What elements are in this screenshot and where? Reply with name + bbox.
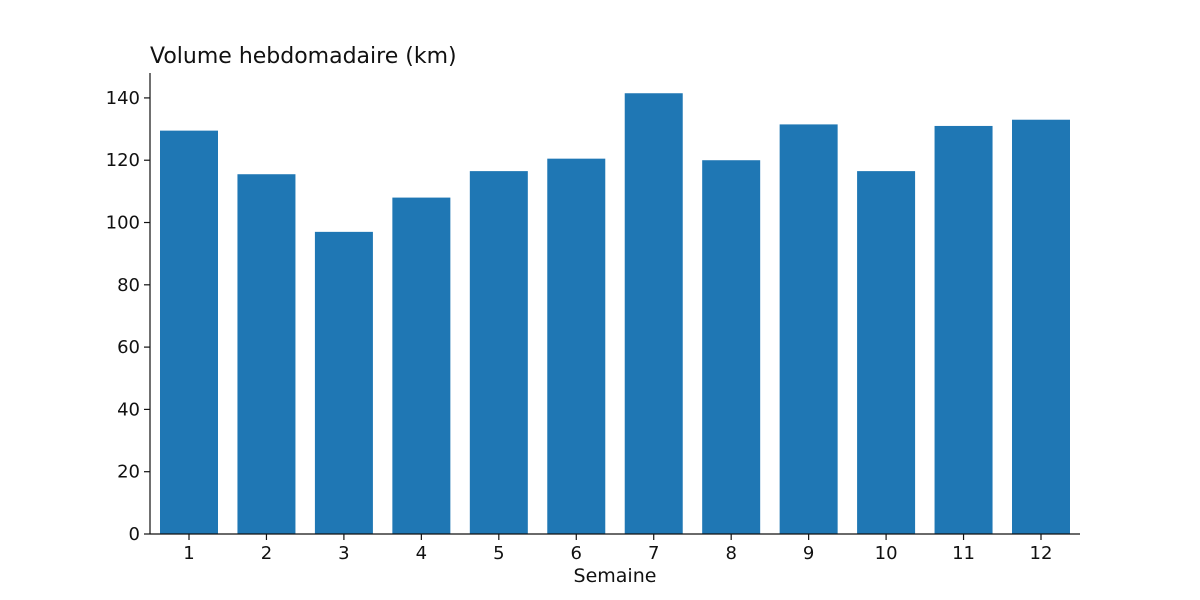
bar-week-4	[392, 197, 451, 534]
x-tick-label: 6	[571, 543, 582, 564]
x-tick-label: 12	[1030, 543, 1053, 564]
x-tick-label: 7	[648, 543, 659, 564]
y-tick-label: 20	[117, 462, 140, 483]
y-tick-label: 100	[106, 213, 140, 234]
x-tick-label: 8	[725, 543, 736, 564]
bar-week-9	[779, 124, 838, 535]
bar-week-12	[1012, 119, 1070, 534]
y-tick-label: 120	[106, 150, 140, 171]
x-axis: 1 2 3 4 5 6 7 8 9 10 11 12	[150, 533, 1080, 564]
bar-week-5	[469, 171, 528, 534]
chart-title: Volume hebdomadaire (km)	[150, 44, 457, 69]
bar-week-11	[934, 125, 993, 534]
x-axis-title: Semaine	[574, 565, 657, 587]
bar-week-6	[547, 158, 606, 534]
x-tick-label: 4	[416, 543, 427, 564]
y-axis: 0 20 40 60 80 100 120 140	[106, 73, 151, 545]
y-tick-label: 60	[117, 337, 140, 358]
x-tick-label: 2	[261, 543, 272, 564]
bar-week-8	[702, 160, 761, 534]
x-tick-label: 3	[338, 543, 349, 564]
y-tick-label: 80	[117, 275, 140, 296]
bar-week-3	[314, 231, 373, 535]
x-tick-label: 9	[803, 543, 814, 564]
bar-week-1	[160, 130, 218, 535]
bar-week-10	[857, 171, 916, 534]
y-tick-label: 40	[117, 399, 140, 420]
x-tick-label: 11	[952, 543, 975, 564]
x-tick-label: 10	[875, 543, 898, 564]
bars-group	[160, 93, 1070, 535]
y-tick-label: 140	[106, 88, 140, 109]
bar-week-7	[624, 93, 683, 534]
x-tick-label: 5	[493, 543, 504, 564]
x-tick-label: 1	[183, 543, 194, 564]
bar-week-2	[237, 174, 296, 535]
y-tick-label: 0	[129, 524, 140, 545]
